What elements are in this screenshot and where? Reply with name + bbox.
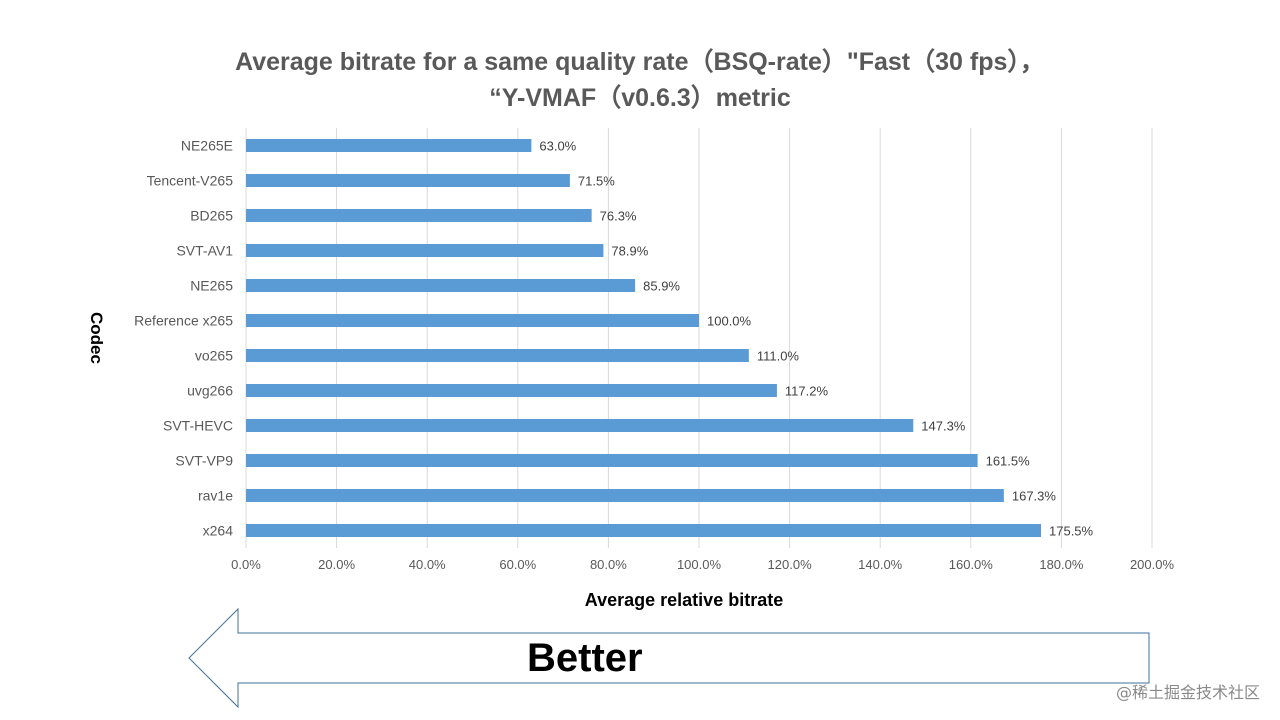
chart-title-line-2: “Y-VMAF（v0.6.3）metric [489,84,791,112]
data-label: 78.9% [611,244,648,259]
category-label: SVT-HEVC [163,418,233,434]
y-axis-label: Codec [87,312,106,364]
data-label: 71.5% [578,174,615,189]
data-label: 63.0% [539,139,576,154]
x-tick-label: 180.0% [1039,557,1084,572]
bar [246,384,777,397]
x-tick-label: 200.0% [1130,557,1175,572]
data-label: 167.3% [1012,489,1057,504]
chart-title-line-1: Average bitrate for a same quality rate（… [235,48,1045,76]
bar [246,489,1004,502]
bar [246,524,1042,537]
bar [246,244,604,257]
x-tick-label: 80.0% [590,557,627,572]
category-label: SVT-VP9 [175,453,233,469]
bar [246,139,532,152]
bar [246,314,699,327]
data-label: 76.3% [600,209,637,224]
category-label: Reference x265 [134,313,233,329]
bar [246,454,978,467]
x-tick-label: 160.0% [949,557,994,572]
category-label: NE265E [181,138,233,154]
x-tick-label: 140.0% [858,557,903,572]
watermark: @稀土掘金技术社区 [1115,683,1260,702]
bar [246,209,592,222]
x-tick-label: 20.0% [318,557,355,572]
category-label: NE265 [190,278,233,294]
bar [246,349,749,362]
better-arrow-label: Better [527,636,643,680]
category-label: x264 [203,523,234,539]
category-label: rav1e [198,488,233,504]
category-label: Tencent-V265 [147,173,234,189]
category-label: BD265 [190,208,233,224]
data-label: 147.3% [921,419,966,434]
x-tick-label: 120.0% [768,557,813,572]
data-label: 117.2% [785,384,829,399]
x-axis-label: Average relative bitrate [584,590,784,610]
bar [246,279,636,292]
category-label: uvg266 [187,383,233,399]
category-label: SVT-AV1 [176,243,233,259]
x-tick-label: 0.0% [231,557,261,572]
x-tick-label: 60.0% [499,557,536,572]
category-label: vo265 [195,348,233,364]
data-label: 100.0% [707,314,752,329]
bar [246,419,914,432]
bar [246,174,570,187]
better-arrow [188,607,1150,709]
data-label: 161.5% [986,454,1031,469]
x-tick-label: 40.0% [409,557,446,572]
x-tick-label: 100.0% [677,557,722,572]
data-label: 85.9% [643,279,680,294]
data-label: 175.5% [1049,524,1094,539]
data-label: 111.0% [757,349,800,364]
